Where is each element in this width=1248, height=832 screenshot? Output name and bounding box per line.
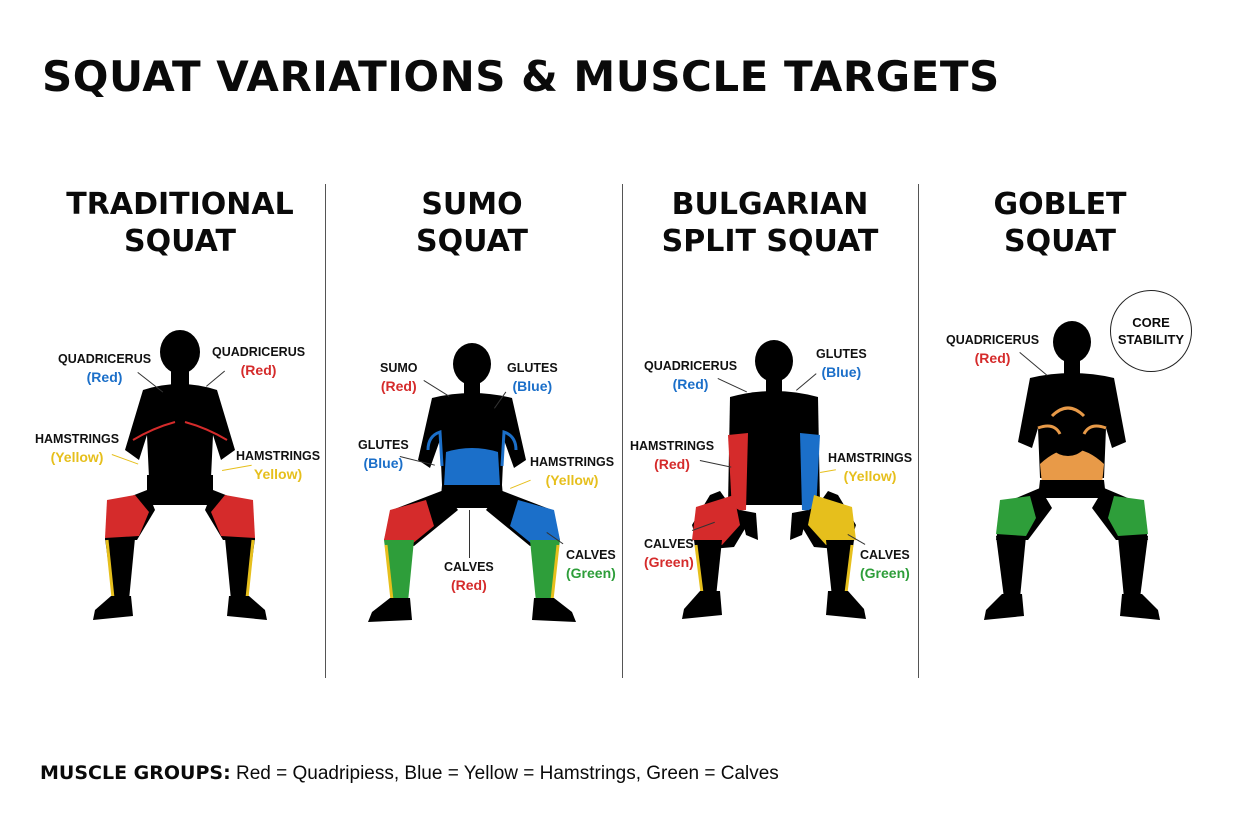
label-color: (Red)	[240, 362, 277, 378]
panel-title-sumo: SUMO SQUAT	[327, 186, 617, 260]
label-color: (Yellow)	[50, 449, 104, 465]
label-name: GLUTES	[507, 361, 558, 375]
label-color: (Green)	[644, 554, 694, 570]
panel-divider	[622, 184, 623, 678]
bulgarian-split-squat-figure	[682, 340, 866, 619]
label-calves-left: CALVES (Green)	[644, 535, 694, 571]
label-name: CALVES	[444, 560, 494, 574]
label-color: (Blue)	[512, 378, 553, 394]
label-name: QUADRICERUS	[212, 345, 306, 359]
label-hamstrings: HAMSTRINGS (Yellow)	[530, 453, 614, 489]
label-color: (Blue)	[363, 455, 404, 471]
sumo-squat-figure	[368, 343, 576, 622]
label-name: HAMSTRINGS	[828, 451, 913, 465]
panel-title-line: SQUAT	[1004, 224, 1116, 259]
label-hamstrings-right: HAMSTRINGS Yellow)	[236, 447, 320, 483]
label-name: CALVES	[860, 548, 910, 562]
panel-title-line: BULGARIAN	[671, 187, 869, 222]
label-color: (Red)	[451, 577, 487, 593]
panel-title-line: TRADITIONAL	[66, 187, 294, 222]
label-color: (Blue)	[821, 364, 862, 380]
legend-lead: MUSCLE GROUPS:	[40, 762, 231, 784]
label-name: QUADRICERUS	[644, 359, 738, 373]
label-color: (Green)	[566, 565, 616, 581]
label-name: CALVES	[566, 548, 616, 562]
label-name: HAMSTRINGS	[236, 449, 321, 463]
label-glutes-top: GLUTES (Blue)	[507, 359, 558, 395]
page-title: SQUAT VARIATIONS & MUSCLE TARGETS	[42, 52, 1000, 101]
label-name: HAMSTRINGS	[35, 432, 120, 446]
panel-title-line: GOBLET	[993, 187, 1127, 222]
panel-title-line: SPLIT SQUAT	[661, 224, 879, 259]
label-name: HAMSTRINGS	[630, 439, 715, 453]
label-hamstrings-right: HAMSTRINGS (Yellow)	[828, 449, 912, 485]
leader-line	[469, 510, 470, 558]
goblet-squat-figure	[984, 321, 1160, 620]
label-calves-right: CALVES (Green)	[566, 546, 616, 582]
panel-title-bulgarian: BULGARIAN SPLIT SQUAT	[625, 186, 915, 260]
label-quadriceps-left: QUADRICERUS (Red)	[58, 350, 151, 386]
panel-title-traditional: TRADITIONAL SQUAT	[35, 186, 325, 260]
panel-title-line: SQUAT	[416, 224, 528, 259]
badge-line: CORE	[1132, 315, 1170, 330]
label-calves-right: CALVES (Green)	[860, 546, 910, 582]
label-color: (Green)	[860, 565, 910, 581]
label-name: QUADRICERUS	[946, 333, 1040, 347]
label-name: HAMSTRINGS	[530, 455, 615, 469]
label-color: (Red)	[672, 376, 709, 392]
label-glutes: GLUTES (Blue)	[816, 345, 867, 381]
label-color: (Red)	[380, 378, 417, 394]
panel-title-line: SUMO	[421, 187, 523, 222]
legend-text: Red = Quadripiess, Blue = Yellow = Hamst…	[235, 763, 779, 784]
panel-divider	[918, 184, 919, 678]
label-glutes-left: GLUTES (Blue)	[358, 436, 409, 472]
label-name: QUADRICERUS	[58, 352, 152, 366]
label-color: Yellow)	[253, 466, 303, 482]
label-quadriceps-right: QUADRICERUS (Red)	[212, 343, 305, 379]
panel-title-line: SQUAT	[124, 224, 236, 259]
traditional-squat-figure	[93, 330, 267, 620]
label-name: GLUTES	[816, 347, 867, 361]
label-color: (Red)	[974, 350, 1011, 366]
label-quadriceps: QUADRICERUS (Red)	[644, 357, 737, 393]
panel-divider	[325, 184, 326, 678]
label-name: CALVES	[644, 537, 694, 551]
panel-title-goblet: GOBLET SQUAT	[915, 186, 1205, 260]
core-stability-badge: CORE STABILITY	[1110, 290, 1192, 372]
label-quadriceps: QUADRICERUS (Red)	[946, 331, 1039, 367]
label-color: (Yellow)	[843, 468, 897, 484]
label-name: GLUTES	[358, 438, 409, 452]
label-sumo: SUMO (Red)	[380, 359, 418, 395]
label-hamstrings-left: HAMSTRINGS (Red)	[630, 437, 714, 473]
label-name: SUMO	[380, 361, 418, 375]
label-color: (Red)	[654, 456, 690, 472]
label-color: (Red)	[86, 369, 123, 385]
muscle-groups-legend: MUSCLE GROUPS: Red = Quadripiess, Blue =…	[40, 762, 779, 785]
label-hamstrings-left: HAMSTRINGS (Yellow)	[35, 430, 119, 466]
badge-line: STABILITY	[1117, 332, 1185, 347]
label-color: (Yellow)	[545, 472, 599, 488]
label-calves-center: CALVES (Red)	[444, 558, 494, 594]
